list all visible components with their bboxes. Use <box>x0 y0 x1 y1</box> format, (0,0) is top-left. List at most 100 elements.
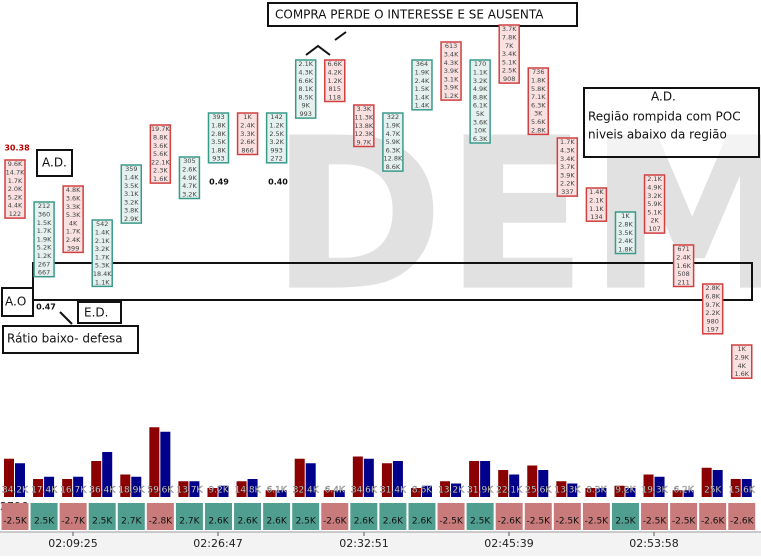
time-label: 02:45:39 <box>484 537 533 550</box>
cell-value: 4.9K <box>647 183 662 191</box>
cell-value: 12.3K <box>354 130 373 138</box>
cell-value: 1K <box>621 212 630 220</box>
delta-label: -2.5K <box>3 517 28 527</box>
cell-value: 2.2K <box>705 309 720 317</box>
cell-value: 5.2K <box>8 193 23 201</box>
cell-value: 4.8K <box>66 186 81 194</box>
candle <box>440 41 462 101</box>
delta-box <box>728 503 756 530</box>
volume-bar <box>91 461 102 497</box>
cell-value: 1K <box>243 113 252 121</box>
cell-value: 815 <box>329 85 341 93</box>
delta-box <box>117 503 145 530</box>
volume-bar <box>440 481 451 497</box>
cell-value: 993 <box>299 110 311 118</box>
cell-value: 1.8K <box>211 121 226 129</box>
delta-label: -2.6K <box>497 517 522 527</box>
volume-bar <box>654 476 665 497</box>
arrow <box>59 311 73 325</box>
note: Região rompida com POC <box>588 110 741 124</box>
cell-value: 5.1K <box>502 58 517 66</box>
cell-value: 993 <box>270 146 282 154</box>
volume-bar <box>672 490 683 497</box>
cell-value: 337 <box>561 188 573 196</box>
cell-value: 8.8K <box>153 133 168 141</box>
candle <box>643 174 666 234</box>
cell-value: 3.2K <box>124 198 139 206</box>
cell-value: 3.7K <box>502 25 517 33</box>
cell-value: 5K <box>476 110 485 118</box>
cell-value: 13.8K <box>354 122 373 130</box>
delta-box <box>495 503 523 530</box>
volume-label: 6.1K <box>267 486 288 496</box>
cell-value: 22.1K <box>151 158 170 166</box>
cell-value: 9.6K <box>8 160 23 168</box>
volume-bar <box>509 474 520 497</box>
cell-value: 542 <box>96 220 108 228</box>
cell-value: 3.2K <box>182 190 197 198</box>
volume-label: 31.4K <box>380 486 407 496</box>
cell-value: 10K <box>474 127 487 135</box>
candle <box>294 59 317 119</box>
ratio: 0.47 <box>36 303 56 312</box>
arrow <box>305 31 347 56</box>
volume-label: 18.9K <box>118 486 145 496</box>
note: COMPRA PERDE O INTERESSE E SE AUSENTA <box>275 8 544 22</box>
cell-value: 1.2K <box>37 252 52 260</box>
cell-value: 667 <box>38 269 50 277</box>
cell-value: 3.9K <box>444 84 459 92</box>
cell-value: 272 <box>270 155 282 163</box>
delta-label: 2.5K <box>34 517 55 527</box>
cell-value: 3.1K <box>444 75 459 83</box>
cell-value: 1.9K <box>415 68 430 76</box>
cell-value: 211 <box>677 278 689 286</box>
volume-bar <box>614 485 625 497</box>
volume-bar <box>265 490 276 497</box>
cell-value: 3.1K <box>124 190 139 198</box>
delta-box <box>204 503 232 530</box>
delta-box <box>437 503 465 530</box>
time-label: 02:26:47 <box>193 537 242 550</box>
cell-value: 4K <box>69 219 78 227</box>
cell-value: 613 <box>445 42 457 50</box>
candle <box>265 112 288 164</box>
cell-value: 1.2K <box>269 121 284 129</box>
cell-value: 2.9K <box>124 215 139 223</box>
volume-bar <box>683 490 694 497</box>
volume-bar <box>149 427 160 497</box>
cell-value: 6.3K <box>473 135 488 143</box>
delta-label: -2.6K <box>701 517 726 527</box>
delta-label: 2.6K <box>267 517 288 527</box>
cell-value: 197 <box>706 326 718 334</box>
volume-bar <box>730 479 741 497</box>
cell-value: 3.4K <box>502 50 517 58</box>
cell-value: 3.7K <box>560 163 575 171</box>
volume-bar <box>556 481 567 497</box>
delta-box <box>553 503 581 530</box>
time-axis-bg <box>0 532 761 556</box>
delta-label: 2.7K <box>121 517 142 527</box>
cell-value: 1.4K <box>415 102 430 110</box>
cell-value: 5.3K <box>66 211 81 219</box>
candle <box>62 185 84 254</box>
note: A.D. <box>651 90 676 104</box>
delta-label: -2.5K <box>643 517 668 527</box>
note: niveis abaixo da região <box>588 128 727 142</box>
cell-value: 4.3K <box>560 146 575 154</box>
delta-box <box>611 503 639 530</box>
cell-value: 2.3K <box>153 167 168 175</box>
cell-value: 2.4K <box>240 121 255 129</box>
note: E.D. <box>84 306 108 320</box>
volume-label: 25K <box>704 486 722 496</box>
cell-value: 305 <box>183 157 195 165</box>
cell-value: 8.6K <box>386 163 401 171</box>
volume-label: 59.6K <box>147 486 174 496</box>
candle <box>91 219 113 288</box>
volume-bar <box>236 481 247 497</box>
volume-bar <box>294 458 305 497</box>
cell-value: 4.7K <box>182 182 197 190</box>
delta-label: -2.6K <box>323 517 348 527</box>
delta-box <box>88 503 116 530</box>
volume-label: 32.4K <box>293 486 320 496</box>
volume-bar <box>498 470 509 497</box>
